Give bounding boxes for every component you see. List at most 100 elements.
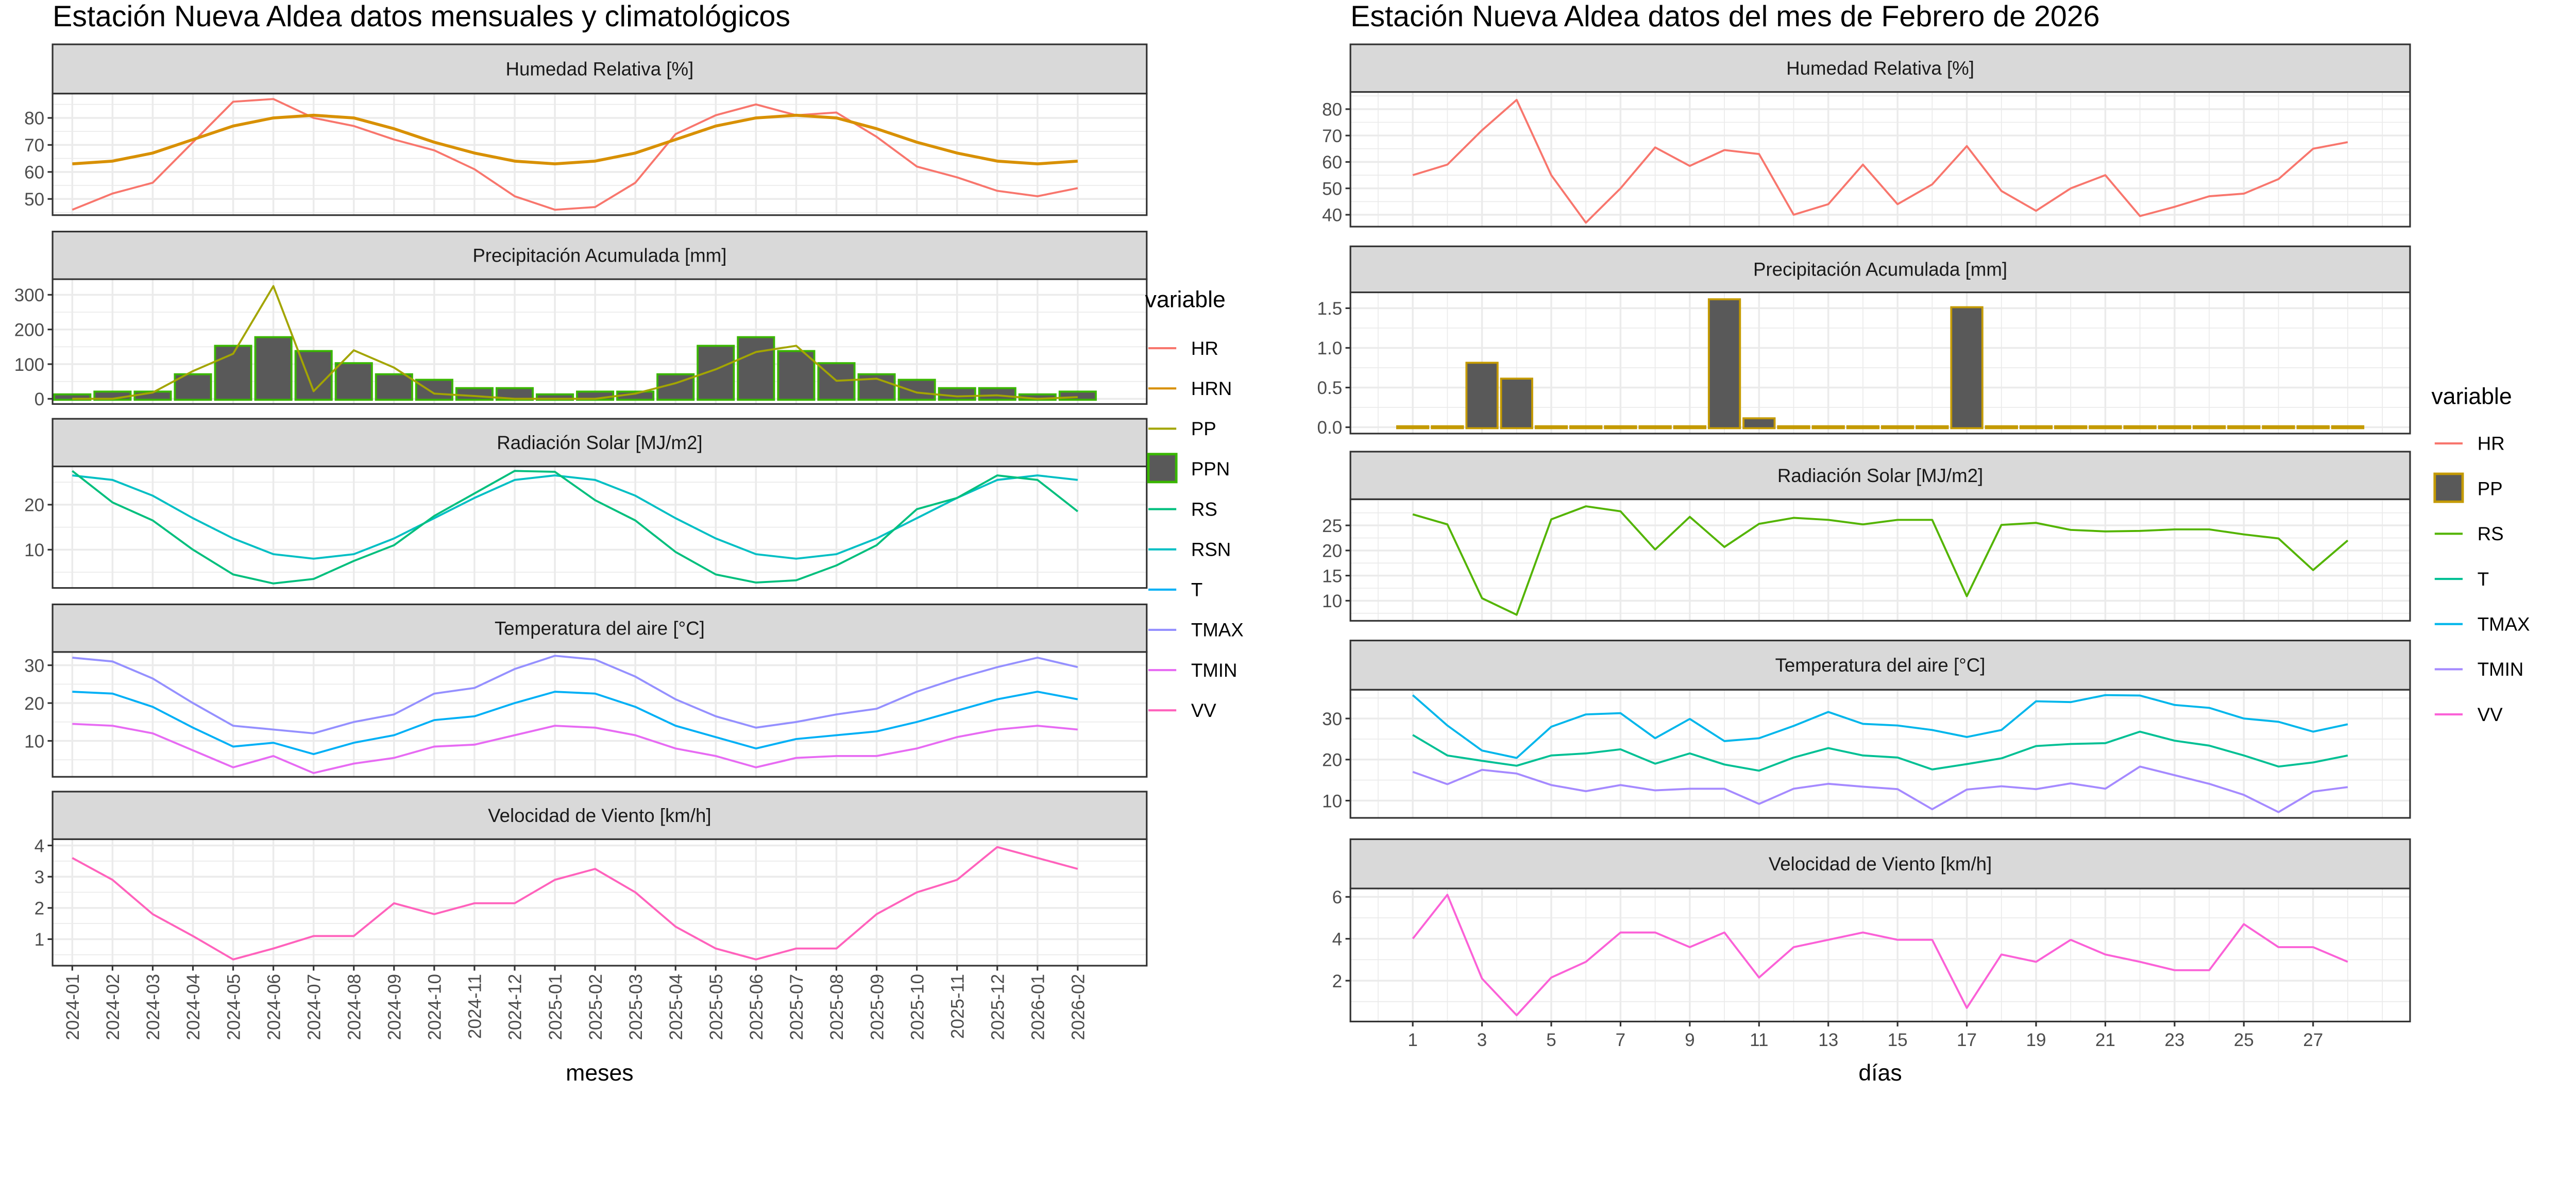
plot-background [1350, 690, 2410, 818]
facet-panel: Velocidad de Viento [km/h] 1 2 3 4 [35, 791, 1148, 967]
legend-item-rs: RS [1148, 499, 1217, 520]
plot-background [53, 839, 1147, 966]
x-axis-title: días [1858, 1060, 1902, 1086]
x-tick-label: 13 [1818, 1030, 1838, 1050]
x-tick-label: 2024-05 [224, 974, 244, 1040]
bar-pp [2089, 425, 2122, 430]
legend-item-hrn: HRN [1148, 378, 1232, 399]
legend-label: RS [1191, 499, 1217, 520]
strip-background [52, 603, 1148, 653]
x-tick-label: 2026-01 [1028, 974, 1048, 1040]
y-tick-label: 15 [1322, 566, 1342, 586]
bar-pp [2158, 425, 2192, 430]
y-tick-label: 20 [24, 495, 44, 516]
legend-title: variable [2431, 384, 2512, 409]
x-tick-label: 2024-09 [385, 974, 405, 1040]
y-tick-label: 2 [1332, 971, 1343, 991]
bar-pp [1707, 298, 1741, 430]
x-tick-label: 2025-03 [626, 974, 646, 1040]
legend-item-tmin: TMIN [2434, 659, 2523, 680]
bar-pp [1742, 417, 1776, 430]
bar-ppn [415, 379, 453, 401]
bar-pp [1985, 425, 2018, 430]
y-tick-label: 70 [1322, 126, 1342, 146]
bar-pp [1811, 425, 1845, 430]
x-tick-label: 2025-09 [867, 974, 887, 1040]
y-tick-label: 2 [35, 899, 45, 919]
series-line-vv [72, 846, 1078, 961]
legend-label: TMIN [1191, 660, 1238, 681]
y-tick-label: 6 [1332, 887, 1343, 907]
bar-ppn [455, 387, 494, 401]
bar-pp [1777, 425, 1810, 430]
bar-ppn [254, 336, 293, 401]
legend-item-pp: PP [2433, 472, 2503, 503]
y-tick-label: 4 [35, 836, 45, 856]
y-tick-label: 20 [1322, 750, 1342, 770]
legend-label: VV [2478, 704, 2503, 725]
bar-ppn [897, 379, 936, 401]
panel-border [52, 278, 1148, 405]
y-tick-label: 60 [1322, 152, 1342, 173]
y-tick-label: 20 [24, 694, 44, 714]
x-tick-label: 2024-03 [143, 974, 163, 1040]
y-tick-label: 50 [1322, 179, 1342, 199]
strip-background [52, 231, 1148, 280]
y-tick-label: 1.0 [1317, 338, 1342, 358]
strip-title: Temperatura del aire [°C] [495, 618, 705, 639]
bar-pp [1396, 425, 1430, 430]
panel-border [52, 93, 1148, 216]
plot-background [1350, 499, 2410, 621]
y-tick-label: 10 [24, 731, 44, 751]
y-tick-label: 0.5 [1317, 378, 1342, 398]
legend: variable HR HRN PP PPN RS RSN T TMAX TMIN VV [1145, 287, 1244, 721]
series-line-t [1412, 730, 2348, 772]
x-tick-label: 1 [1408, 1030, 1418, 1050]
legend-item-pp: PP [1148, 418, 1216, 439]
series-line-pp [72, 285, 1078, 400]
y-tick-label: 70 [24, 135, 44, 156]
bar-pp [2123, 425, 2157, 430]
legend-key-box [1147, 453, 1178, 484]
bar-pp [1638, 425, 1672, 430]
x-tick-label: 7 [1616, 1030, 1626, 1050]
climate-dashboard: Estación Nueva Aldea datos mensuales y c… [14, 0, 2530, 1086]
y-tick-label: 0 [35, 389, 45, 409]
y-tick-label: 25 [1322, 516, 1342, 536]
bar-pp [1673, 425, 1707, 430]
y-tick-label: 200 [14, 320, 45, 340]
bar-pp [1569, 425, 1603, 430]
facet-panel: Radiación Solar [MJ/m2] 10 15 20 25 [1322, 451, 2411, 622]
x-tick-label: 2025-10 [907, 974, 927, 1040]
series-line-hr [1412, 99, 2348, 224]
legend-item-vv: VV [2434, 704, 2503, 725]
panel-border [1349, 887, 2411, 1023]
y-tick-label: 10 [24, 540, 44, 560]
legend-item-tmin: TMIN [1148, 660, 1238, 681]
bar-ppn [938, 387, 976, 401]
y-tick-label: 10 [1322, 791, 1342, 811]
chart-title: Estación Nueva Aldea datos mensuales y c… [53, 0, 790, 33]
x-tick-label: 2025-02 [586, 974, 606, 1040]
x-tick-label: 2025-06 [747, 974, 767, 1040]
legend-item-t: T [1148, 579, 1202, 601]
bar-pp [1950, 306, 1984, 430]
x-tick-label: 17 [1957, 1030, 1977, 1050]
x-tick-label: 27 [2303, 1030, 2323, 1050]
y-tick-label: 100 [14, 355, 45, 375]
bar-pp [2019, 425, 2053, 430]
strip-title: Radiación Solar [MJ/m2] [1777, 465, 1983, 486]
legend-label: HRN [1191, 378, 1232, 399]
legend-label: RS [2478, 523, 2504, 544]
facet-panel: Velocidad de Viento [km/h] 2 4 6 [1332, 838, 2411, 1023]
facet-panel: Precipitación Acumulada [mm] 0.0 0.5 1.0 1.5 [1317, 245, 2411, 438]
strip-title: Precipitación Acumulada [mm] [1753, 259, 2007, 280]
x-tick-label: 2026-02 [1069, 974, 1089, 1040]
strip-background [52, 791, 1148, 841]
plot-background [53, 652, 1147, 777]
legend-item-hr: HR [1148, 338, 1218, 359]
legend-label: HR [1191, 338, 1218, 359]
y-tick-label: 40 [1322, 205, 1342, 226]
y-tick-label: 10 [1322, 591, 1342, 611]
x-tick-label: 25 [2234, 1030, 2254, 1050]
